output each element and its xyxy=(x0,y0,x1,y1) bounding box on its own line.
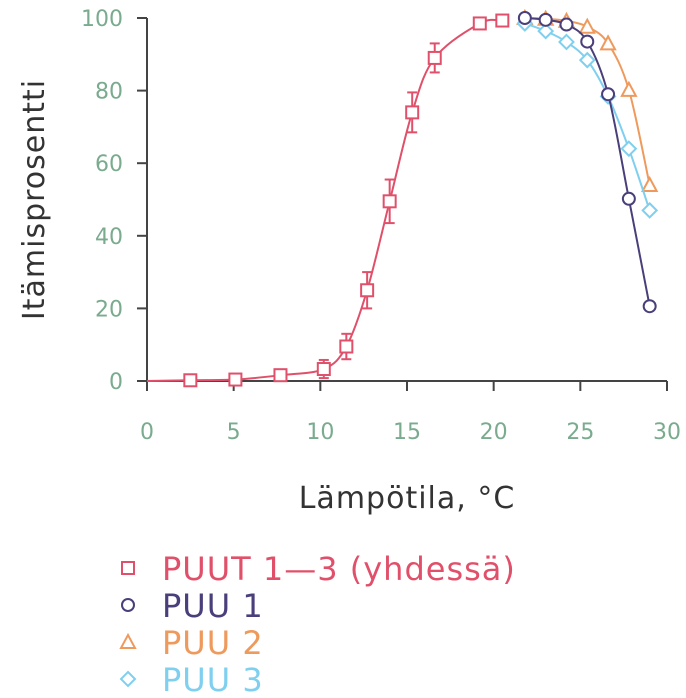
series-line xyxy=(524,22,651,211)
y-tick-label: 100 xyxy=(81,7,123,32)
x-tick-label: 10 xyxy=(306,420,334,445)
y-tick-label: 40 xyxy=(95,225,123,250)
legend-item: PUU 3 xyxy=(119,661,264,698)
data-point-square xyxy=(360,283,375,298)
series-line xyxy=(146,18,503,382)
y-tick-label: 80 xyxy=(95,80,123,105)
series-1 xyxy=(517,11,657,314)
data-point-diamond xyxy=(558,33,575,51)
y-tick-label: 20 xyxy=(95,297,123,322)
legend-label: PUUT 1—3 (yhdessä) xyxy=(162,550,516,588)
x-ticks: 0 5 10 15 20 25 30 xyxy=(140,381,681,445)
data-point-circle xyxy=(580,34,595,49)
x-tick-label: 0 xyxy=(140,420,154,445)
y-ticks: 0 20 40 60 80 100 xyxy=(81,7,147,395)
y-axis-title: Itämisprosentti xyxy=(17,79,52,320)
x-tick-label: 25 xyxy=(566,420,594,445)
data-point-triangle xyxy=(599,34,617,51)
legend-marker-square xyxy=(121,561,135,575)
legend-marker-circle xyxy=(121,598,135,612)
data-point-square xyxy=(427,50,442,65)
data-point-square xyxy=(183,373,198,388)
x-tick-label: 30 xyxy=(653,420,681,445)
data-point-square xyxy=(495,13,510,28)
data-point-square xyxy=(316,362,331,377)
data-point-triangle xyxy=(620,80,638,97)
legend-item: PUUT 1—3 (yhdessä) xyxy=(121,550,516,588)
legend-label: PUU 1 xyxy=(162,587,264,625)
y-tick-label: 0 xyxy=(109,370,123,395)
data-point-circle xyxy=(538,12,553,27)
x-axis-title: Lämpötila, °C xyxy=(299,481,516,516)
data-point-triangle xyxy=(640,175,659,192)
legend-marker-diamond xyxy=(119,670,137,688)
data-point-diamond xyxy=(641,201,659,219)
data-point-circle xyxy=(601,87,616,102)
legend-label: PUU 3 xyxy=(162,661,264,698)
data-point-circle xyxy=(621,191,636,206)
data-point-circle xyxy=(517,11,532,25)
y-tick-label: 60 xyxy=(95,152,123,177)
legend-item: PUU 1 xyxy=(121,587,264,625)
legend-label: PUU 2 xyxy=(162,624,264,662)
data-point-square xyxy=(273,368,288,383)
plot-area: 0 5 10 15 20 25 30 0 20 40 60 80 100 xyxy=(81,7,681,445)
data-point-square xyxy=(339,339,354,354)
data-point-diamond xyxy=(578,51,596,69)
data-point-square xyxy=(228,372,243,387)
series-layer xyxy=(146,8,659,388)
data-point-circle xyxy=(642,299,657,314)
legend-marker-triangle xyxy=(119,632,137,649)
series-0 xyxy=(146,13,510,388)
data-point-triangle xyxy=(578,17,596,34)
data-point-diamond xyxy=(537,22,555,40)
data-point-circle xyxy=(559,17,574,32)
legend-item: PUU 2 xyxy=(119,624,264,662)
data-point-square xyxy=(382,194,397,209)
data-point-diamond xyxy=(620,140,638,158)
data-point-square xyxy=(472,16,487,31)
data-point-square xyxy=(405,105,420,120)
x-tick-label: 5 xyxy=(227,420,241,445)
x-tick-label: 20 xyxy=(480,420,508,445)
x-tick-label: 15 xyxy=(393,420,421,445)
